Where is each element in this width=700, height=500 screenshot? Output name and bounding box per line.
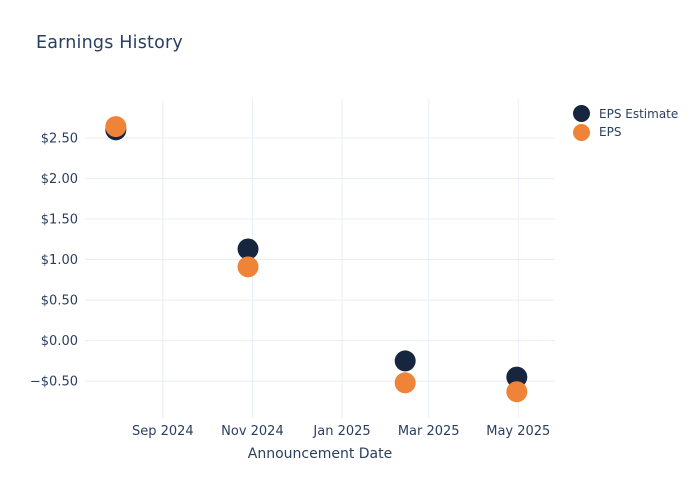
legend-item-eps-estimate[interactable]: EPS Estimate [573,105,678,123]
y-tick-label: $1.50 [41,213,78,228]
legend-label-eps: EPS [599,125,622,140]
eps-estimate-marker-icon [573,105,590,123]
x-tick-label: May 2025 [486,424,550,439]
y-tick-label: $0.00 [41,334,78,349]
data-point-eps-estimate [237,238,259,260]
x-tick-label: Jan 2025 [312,424,370,439]
y-tick-label: −$0.50 [30,375,78,390]
y-tick-label: $0.50 [41,294,78,309]
legend-label-eps-estimate: EPS Estimate [599,106,679,121]
y-tick-label: $2.50 [41,131,78,146]
legend-item-eps[interactable]: EPS [573,123,678,142]
data-point-eps [105,116,127,138]
data-point-eps [506,381,528,403]
legend: EPS Estimate EPS [573,105,678,141]
x-tick-label: Sep 2024 [132,424,194,439]
x-axis-title: Announcement Date [247,446,393,462]
data-point-eps [237,256,259,278]
data-point-eps-estimate [394,350,416,372]
x-tick-label: Mar 2025 [398,424,460,439]
x-tick-label: Nov 2024 [221,424,284,439]
eps-marker-icon [573,123,590,141]
data-point-eps [394,372,416,394]
y-tick-label: $1.00 [41,253,78,268]
chart-title: Earnings History [36,33,183,53]
data-point-eps-estimate [506,366,528,388]
y-tick-label: $2.00 [41,172,78,187]
